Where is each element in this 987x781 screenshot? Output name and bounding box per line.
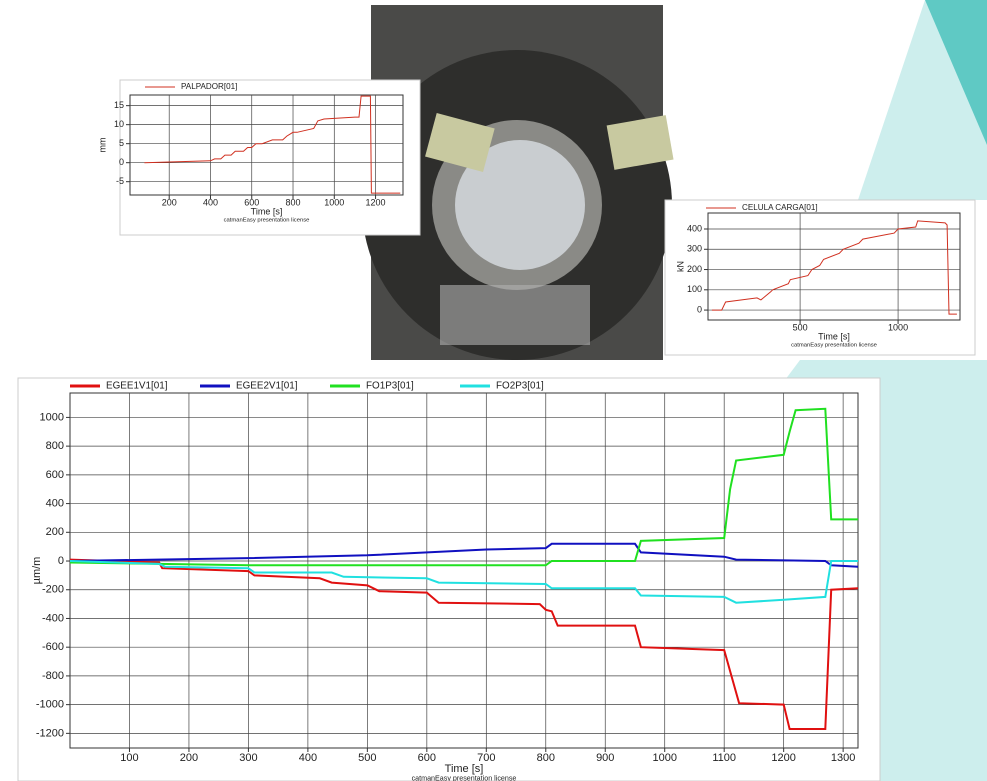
y-tick-label: -400 bbox=[42, 612, 64, 624]
y-tick-label: 10 bbox=[114, 119, 124, 129]
data-line bbox=[69, 558, 859, 730]
y-tick-label: 0 bbox=[119, 157, 124, 167]
chart: 0 100 200 300 400 500 1000 Time [s] catmanEasy p… bbox=[664, 199, 976, 356]
legend-label: FO1P3[01] bbox=[366, 381, 414, 392]
y-tick-label: -800 bbox=[42, 670, 64, 682]
y-tick-label: 5 bbox=[119, 138, 124, 148]
plot-area bbox=[707, 212, 961, 321]
license-note: catmanEasy presentation license bbox=[791, 343, 877, 349]
legend-label: FO2P3[01] bbox=[496, 381, 544, 392]
y-tick-label: 0 bbox=[58, 555, 64, 567]
x-tick-label: 500 bbox=[358, 752, 376, 764]
license-note: catmanEasy presentation license bbox=[224, 218, 310, 224]
y-axis-label: kN bbox=[675, 261, 685, 272]
data-line bbox=[69, 407, 858, 567]
x-tick-label: 800 bbox=[537, 752, 555, 764]
x-tick-label: 800 bbox=[286, 197, 301, 207]
x-tick-label: 500 bbox=[793, 322, 808, 332]
x-tick-label: 200 bbox=[180, 752, 198, 764]
y-tick-label: 0 bbox=[697, 304, 702, 314]
license-note: catmanEasy presentation license bbox=[412, 775, 517, 781]
x-tick-label: 400 bbox=[299, 752, 317, 764]
chart: -5 0 5 10 15 200 400 600 800 1000 1200 Time [s] catm… bbox=[97, 79, 421, 236]
x-tick-label: 400 bbox=[203, 197, 218, 207]
x-axis-label: Time [s] bbox=[445, 763, 484, 775]
legend-label: EGEE1V1[01] bbox=[106, 381, 168, 392]
x-axis-label: Time [s] bbox=[818, 331, 850, 341]
x-tick-label: 1100 bbox=[712, 752, 736, 764]
x-tick-label: 600 bbox=[244, 197, 259, 207]
x-tick-label: 100 bbox=[120, 752, 138, 764]
y-axis-label: mm bbox=[97, 138, 107, 153]
x-tick-label: 900 bbox=[596, 752, 614, 764]
y-tick-label: -1200 bbox=[36, 727, 64, 739]
data-line bbox=[69, 542, 859, 568]
x-tick-label: 1000 bbox=[888, 322, 908, 332]
data-line bbox=[711, 220, 957, 315]
y-tick-label: 300 bbox=[687, 244, 702, 254]
y-tick-label: -5 bbox=[116, 176, 124, 186]
y-tick-label: -200 bbox=[42, 584, 64, 596]
y-tick-label: 1000 bbox=[40, 411, 64, 423]
y-tick-label: 100 bbox=[687, 284, 702, 294]
y-tick-label: 600 bbox=[46, 469, 64, 481]
x-tick-label: 1300 bbox=[831, 752, 855, 764]
x-tick-label: 700 bbox=[477, 752, 495, 764]
y-tick-label: 800 bbox=[46, 440, 64, 452]
x-tick-label: 200 bbox=[162, 197, 177, 207]
y-tick-label: 400 bbox=[687, 223, 702, 233]
plot-area bbox=[129, 94, 404, 196]
y-tick-label: -600 bbox=[42, 641, 64, 653]
x-tick-label: 600 bbox=[418, 752, 436, 764]
chart: -1200 -1000 -800 -600 -400 -200 0 200 400 600 800 1… bbox=[17, 377, 881, 781]
y-tick-label: 400 bbox=[46, 497, 64, 509]
y-tick-label: -1000 bbox=[36, 699, 64, 711]
y-tick-label: 15 bbox=[114, 100, 124, 110]
x-tick-label: 1000 bbox=[324, 197, 344, 207]
y-axis-label: µm/m bbox=[31, 557, 43, 585]
x-tick-label: 1200 bbox=[366, 197, 386, 207]
decor-shape bbox=[785, 360, 987, 781]
x-tick-label: 300 bbox=[239, 752, 257, 764]
x-axis-label: Time [s] bbox=[251, 206, 283, 216]
decor-shape bbox=[925, 0, 987, 145]
legend-label: EGEE2V1[01] bbox=[236, 381, 298, 392]
legend-label: CELULA CARGA[01] bbox=[742, 203, 818, 212]
y-tick-label: 200 bbox=[687, 264, 702, 274]
data-line bbox=[144, 95, 401, 194]
data-line bbox=[69, 560, 858, 604]
x-tick-label: 1200 bbox=[771, 752, 795, 764]
legend-label: PALPADOR[01] bbox=[181, 82, 237, 91]
x-tick-label: 1000 bbox=[652, 752, 676, 764]
y-tick-label: 200 bbox=[46, 526, 64, 538]
